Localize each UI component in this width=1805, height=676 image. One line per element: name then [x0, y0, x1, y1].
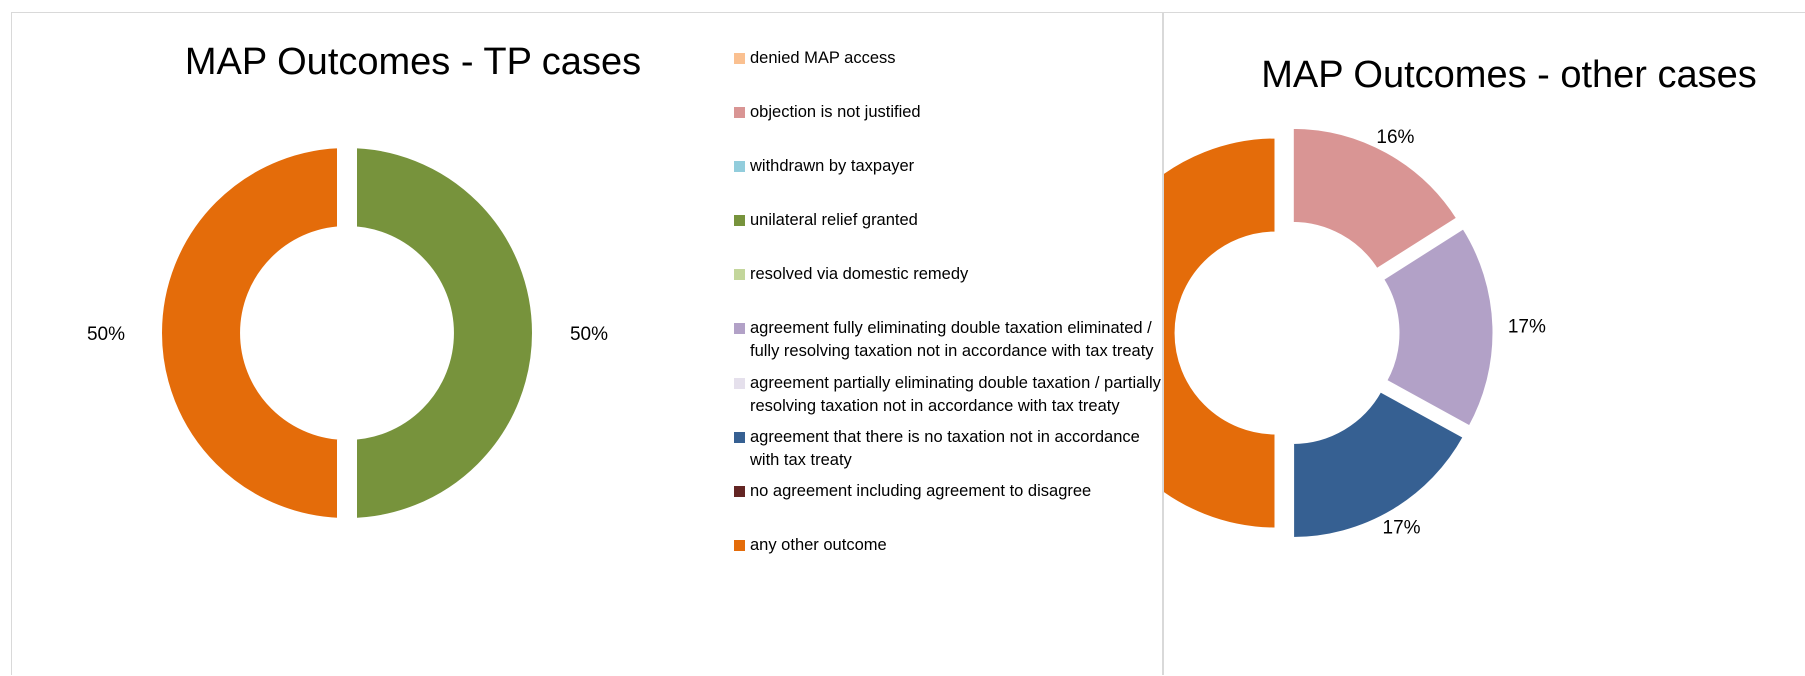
legend-label: agreement fully eliminating double taxat… [750, 319, 1154, 360]
chart-panel-other-cases: MAP Outcomes - other cases 16%17%17%50% [1163, 12, 1805, 675]
legend-label: no agreement including agreement to disa… [750, 482, 1092, 500]
legend-swatch [734, 378, 745, 389]
legend-swatch [734, 323, 745, 334]
legend-item-unilateral-relief-granted: unilateral relief granted [734, 209, 1164, 232]
donut-slice-any-other-outcome [1164, 135, 1278, 531]
data-label-unilateral-relief-granted: 50% [570, 324, 608, 345]
legend-swatch [734, 432, 745, 443]
donut-slice-agreement-fully-eliminating-double-taxat [1380, 225, 1496, 430]
legend-item-withdrawn-by-taxpayer: withdrawn by taxpayer [734, 155, 1164, 178]
legend-item-objection-is-not-justified: objection is not justified [734, 101, 1164, 124]
donut-slice-objection-is-not-justified [1290, 125, 1460, 272]
legend-label: resolved via domestic remedy [750, 265, 969, 283]
legend-swatch [734, 53, 745, 64]
chart-title-tp-cases: MAP Outcomes - TP cases [185, 41, 641, 83]
legend-label: denied MAP access [750, 49, 896, 67]
legend-item-any-other-outcome: any other outcome [734, 534, 1164, 557]
legend-item-agreement-that-there-is-no-taxation-not-: agreement that there is no taxation not … [734, 426, 1164, 471]
donut-slice-any-other-outcome [142, 127, 357, 539]
legend-swatch [734, 486, 745, 497]
donut-chart-tp-cases: MAP Outcomes - TP cases 50% 50% [87, 41, 641, 539]
legend-label: withdrawn by taxpayer [750, 157, 915, 175]
legend-swatch [734, 269, 745, 280]
legend-item-agreement-fully-eliminating-double-taxat: agreement fully eliminating double taxat… [734, 317, 1164, 362]
legend-label: objection is not justified [750, 103, 921, 121]
legend-swatch [734, 161, 745, 172]
legend-label: agreement that there is no taxation not … [750, 428, 1140, 469]
data-label-agreement-fully-eliminating-double-taxat: 17% [1508, 316, 1546, 337]
data-label-agreement-that-there-is-no-taxation-not-: 17% [1383, 518, 1421, 539]
data-label-any-other-outcome: 50% [87, 324, 125, 345]
legend-item-agreement-partially-eliminating-double-t: agreement partially eliminating double t… [734, 372, 1164, 417]
donut-chart-other-cases: MAP Outcomes - other cases 16%17%17%50% [1164, 54, 1757, 540]
chart-title-other-cases: MAP Outcomes - other cases [1261, 54, 1757, 96]
legend-item-resolved-via-domestic-remedy: resolved via domestic remedy [734, 263, 1164, 286]
donut-slice-agreement-that-there-is-no-taxation-not- [1291, 388, 1467, 540]
legend-item-denied-map-access: denied MAP access [734, 47, 1164, 70]
chart-panel-tp-cases: MAP Outcomes - TP cases 50% 50% denied MA… [11, 12, 1163, 675]
legend-label: any other outcome [750, 536, 887, 554]
legend-swatch [734, 215, 745, 226]
legend-swatch [734, 107, 745, 118]
data-label-objection-is-not-justified: 16% [1376, 127, 1414, 148]
legend-swatch [734, 540, 745, 551]
legend-item-no-agreement-including-agreement-to-disa: no agreement including agreement to disa… [734, 480, 1164, 503]
donut-slice-unilateral-relief-granted [337, 127, 552, 539]
legend-label: unilateral relief granted [750, 211, 918, 229]
legend-label: agreement partially eliminating double t… [750, 374, 1161, 415]
